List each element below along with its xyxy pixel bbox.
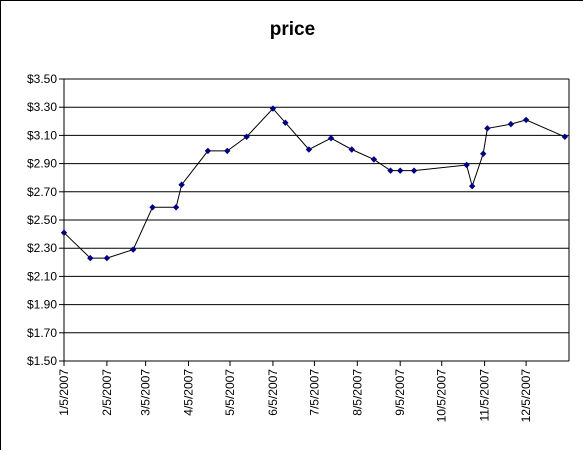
data-point	[463, 161, 470, 169]
y-tick-label: $2.30	[27, 241, 57, 255]
data-point	[468, 182, 476, 190]
data-point	[172, 204, 180, 211]
x-tick-label: 2/5/2007	[100, 369, 114, 416]
series-line	[63, 107, 566, 259]
chart-title: price	[269, 19, 316, 40]
data-point	[149, 204, 156, 211]
x-tick-label: 9/5/2007	[393, 369, 407, 416]
x-tick-label: 1/5/2007	[57, 369, 71, 416]
data-point	[60, 229, 68, 236]
data-point	[387, 167, 394, 174]
y-tick-label: $1.50	[27, 354, 57, 368]
y-tick-label: $2.90	[27, 157, 57, 171]
data-point	[348, 146, 355, 153]
y-tick-label: $2.50	[27, 213, 57, 227]
data-point	[305, 146, 313, 153]
x-tick-label: 7/5/2007	[307, 369, 321, 416]
x-tick-label: 6/5/2007	[266, 369, 280, 416]
y-tick-label: $1.70	[27, 326, 57, 340]
data-point	[269, 105, 277, 112]
y-tick-label: $1.90	[27, 298, 57, 312]
y-tick-label: $3.50	[27, 72, 57, 86]
y-tick-label: $2.10	[27, 269, 57, 283]
data-point	[178, 181, 185, 188]
data-point	[282, 119, 289, 126]
data-point	[370, 156, 378, 163]
data-point	[243, 133, 250, 141]
y-tick-label: $2.70	[27, 185, 57, 199]
data-point	[204, 147, 212, 155]
data-point	[87, 254, 94, 262]
x-tick-label: 8/5/2007	[350, 369, 364, 416]
data-point	[129, 246, 137, 253]
x-tick-label: 4/5/2007	[182, 369, 196, 416]
x-tick-label: 5/5/2007	[223, 369, 237, 416]
data-point	[480, 150, 487, 157]
x-tick-label: 11/5/2007	[478, 369, 492, 422]
data-point	[103, 254, 111, 262]
data-point	[397, 167, 404, 174]
data-point	[522, 116, 530, 124]
data-point	[410, 167, 418, 174]
data-point	[484, 125, 491, 132]
y-tick-label: $3.10	[27, 128, 57, 142]
x-tick-label: 10/5/2007	[435, 369, 449, 423]
x-tick-label: 12/5/2007	[519, 369, 533, 423]
x-tick-label: 3/5/2007	[139, 369, 153, 416]
data-point	[327, 135, 335, 142]
data-point	[224, 147, 231, 155]
y-tick-label: $3.30	[27, 100, 57, 114]
data-point	[561, 133, 569, 141]
data-point	[507, 120, 515, 128]
